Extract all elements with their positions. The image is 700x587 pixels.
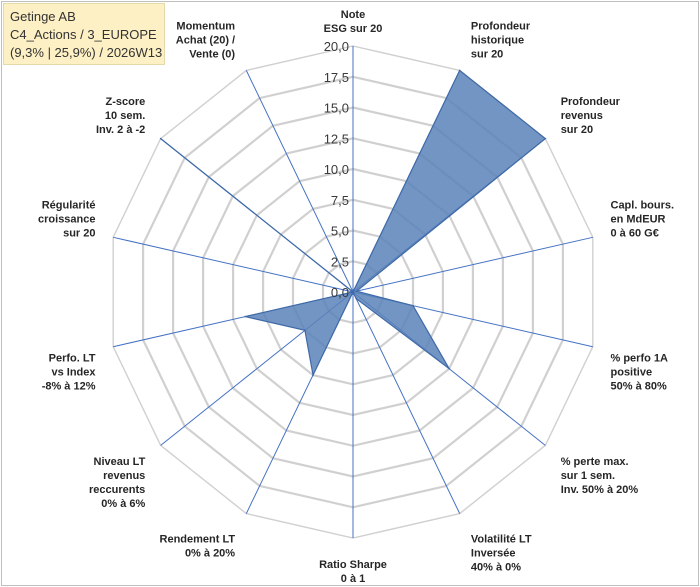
category-label-line: vs Index xyxy=(51,366,96,378)
chart-subtitle-period: (9,3% | 25,9%) / 2026W13 xyxy=(10,45,163,60)
tick-label: 0,0 xyxy=(331,285,349,300)
data-point xyxy=(355,290,358,293)
category-label-line: sur 1 sem. xyxy=(561,470,615,482)
chart-subtitle-category: C4_Actions / 3_EUROPE xyxy=(10,27,157,42)
category-label: Rendement LT 0% à 20% xyxy=(160,533,236,559)
category-label-line: 0 à 60 G€ xyxy=(611,228,659,240)
data-point xyxy=(412,304,414,307)
radar-series xyxy=(159,69,547,378)
tick-label: 15,0 xyxy=(324,101,349,116)
category-label: Régularité croissance sur 20 xyxy=(38,200,95,240)
category-label-line: Perfo. LT xyxy=(49,352,96,364)
axis-spoke xyxy=(352,291,461,514)
category-label: % perfo 1A positive 50% à 80% xyxy=(611,352,669,392)
data-point xyxy=(312,374,314,376)
category-label-line: ESG sur 20 xyxy=(324,23,383,35)
tick-label: 5,0 xyxy=(331,224,349,239)
chart-title-box: Getinge AB C4_Actions / 3_EUROPE (9,3% |… xyxy=(3,3,165,65)
category-label-line: 0% à 6% xyxy=(101,498,145,510)
category-label-line: Régularité xyxy=(42,200,96,212)
category-label-line: Rendement LT xyxy=(160,533,236,545)
category-label: Perfo. LT vs Index -8% à 12% xyxy=(42,352,97,392)
category-label-line: reccurents xyxy=(89,484,145,496)
category-label-line: Profondeur xyxy=(471,21,531,33)
category-label: Niveau LT revenus reccurents 0% à 6% xyxy=(89,456,146,510)
data-point xyxy=(352,291,354,293)
category-label-line: Capl. bours. xyxy=(611,200,675,212)
tick-label: 20,0 xyxy=(324,39,349,54)
category-label-line: 10 sem. xyxy=(105,110,145,122)
category-label-line: Inv. 50% à 20% xyxy=(561,484,639,496)
category-label-line: sur 20 xyxy=(561,124,593,136)
category-label-line: sur 20 xyxy=(63,228,95,240)
data-point xyxy=(448,367,451,370)
category-label-line: Inv. 2 à -2 xyxy=(96,124,145,136)
tick-label: 12,5 xyxy=(324,131,349,146)
category-label: Volatilité LT Inversée 40% à 0% xyxy=(471,533,532,573)
category-label-line: revenus xyxy=(103,470,145,482)
category-label-line: positive xyxy=(611,366,653,378)
tick-label: 7,5 xyxy=(331,193,349,208)
axis-spoke xyxy=(113,236,354,293)
category-label: Z-score 10 sem. Inv. 2 à -2 xyxy=(96,96,145,136)
category-label-line: croissance xyxy=(38,214,95,226)
category-label-line: Niveau LT xyxy=(94,456,146,468)
series-area xyxy=(160,69,547,378)
radar-tick-labels: 0,0 2,5 5,0 7,5 10,0 12,5 15,0 17,5 20,0 xyxy=(324,39,349,300)
tick-label: 10,0 xyxy=(324,162,349,177)
tick-label: 2,5 xyxy=(331,254,349,269)
category-label-line: Achat (20) / xyxy=(176,35,235,47)
category-label-line: Volatilité LT xyxy=(471,533,532,545)
category-label-line: % perte max. xyxy=(561,456,629,468)
chart-title: Getinge AB xyxy=(10,9,76,24)
category-label: Profondeur revenus sur 20 xyxy=(561,96,621,136)
axis-spoke xyxy=(245,70,354,293)
category-label: Note ESG sur 20 xyxy=(324,9,383,35)
category-label-line: Ratio Sharpe xyxy=(319,559,387,571)
category-label: Capl. bours. en MdEUR 0 à 60 G€ xyxy=(611,200,675,240)
category-label-line: historique xyxy=(471,35,524,47)
category-label: Ratio Sharpe 0 à 1 xyxy=(319,559,387,585)
tick-label: 17,5 xyxy=(324,70,349,85)
category-label-line: -8% à 12% xyxy=(42,380,96,392)
category-label-line: sur 20 xyxy=(471,49,503,61)
category-label-line: Z-score xyxy=(106,96,146,108)
data-point xyxy=(304,329,306,332)
category-label: Profondeur historique sur 20 xyxy=(471,21,531,61)
axis-spoke xyxy=(352,236,593,293)
data-point xyxy=(159,137,162,140)
category-label-line: Profondeur xyxy=(561,96,621,108)
data-point xyxy=(355,297,358,300)
radar-axis-labels: Note ESG sur 20 Profondeur historique sur 20… xyxy=(38,9,674,585)
category-label-line: Momentum xyxy=(176,21,235,33)
category-label: % perte max. sur 1 sem. Inv. 50% à 20% xyxy=(561,456,639,496)
category-label-line: Note xyxy=(341,9,365,21)
category-label-line: 40% à 0% xyxy=(471,561,521,573)
category-label-line: 0 à 1 xyxy=(341,573,365,585)
category-label-line: 0% à 20% xyxy=(185,547,235,559)
category-label-line: Vente (0) xyxy=(189,49,235,61)
data-point xyxy=(244,315,246,318)
category-label-line: 50% à 80% xyxy=(611,380,667,392)
category-label-line: revenus xyxy=(561,110,603,122)
category-label-line: % perfo 1A xyxy=(611,352,669,364)
data-point xyxy=(544,137,547,140)
category-label: Momentum Achat (20) / Vente (0) xyxy=(176,21,236,61)
category-label-line: Inversée xyxy=(471,547,516,559)
category-label-line: en MdEUR xyxy=(611,214,666,226)
data-point xyxy=(458,69,461,72)
